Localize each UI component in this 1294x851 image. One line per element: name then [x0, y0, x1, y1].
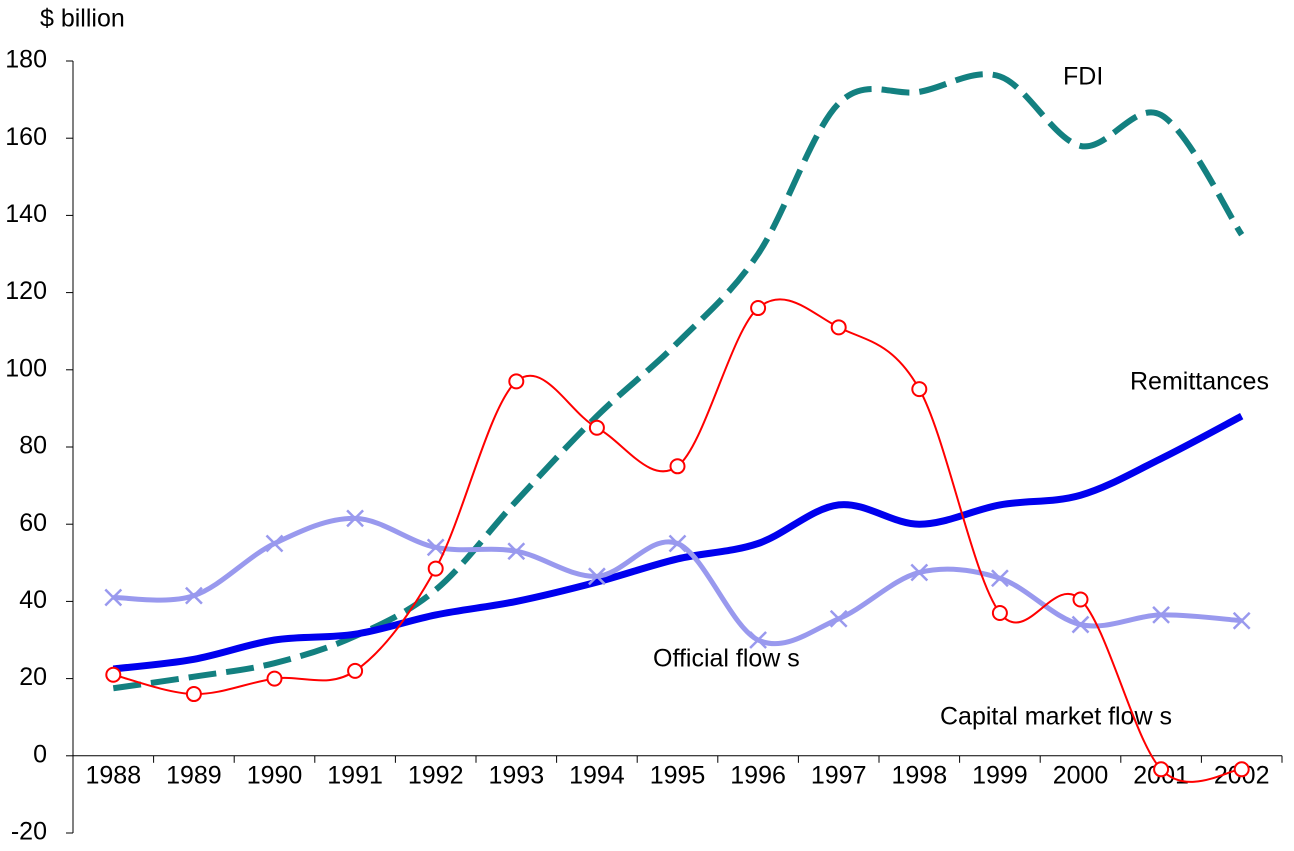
x-tick-label: 1988 [85, 761, 141, 789]
point [829, 609, 848, 628]
y-tick-label: -20 [11, 818, 47, 846]
x-tick-label: 1990 [247, 761, 303, 789]
series-line [112, 71, 1245, 692]
point [588, 567, 606, 586]
x-tick-label: 1993 [488, 761, 544, 789]
series-label: Official flow s [653, 645, 800, 673]
x-tick-label: 1991 [327, 761, 383, 789]
series-label: FDI [1063, 63, 1103, 91]
point [1072, 591, 1089, 608]
point [185, 686, 202, 703]
point [1152, 606, 1170, 624]
y-tick-label: 100 [5, 354, 47, 382]
series-label: Remittances [1130, 368, 1269, 396]
point [1232, 611, 1251, 630]
point [105, 666, 122, 683]
series-line [113, 298, 1242, 783]
y-tick-label: 120 [5, 277, 47, 305]
point [830, 319, 847, 336]
point [668, 534, 687, 553]
x-tick-label: 2000 [1053, 761, 1109, 789]
point [266, 670, 283, 687]
point [910, 563, 929, 582]
x-tick-label: 1992 [408, 761, 464, 789]
point [750, 300, 767, 317]
y-tick-label: 140 [5, 200, 47, 228]
point [749, 631, 767, 649]
point [104, 588, 123, 607]
x-tick-label: 1995 [650, 761, 706, 789]
point [588, 419, 605, 436]
y-tick-label: 80 [19, 432, 47, 460]
y-tick-label: 60 [19, 509, 47, 537]
point [669, 458, 686, 475]
point [911, 381, 928, 398]
point [427, 560, 444, 577]
point [1153, 761, 1170, 778]
point [346, 509, 364, 528]
x-tick-label: 1994 [569, 761, 625, 789]
point [1071, 615, 1090, 634]
x-tick-label: 1989 [166, 761, 222, 789]
point [347, 662, 364, 679]
x-tick-label: 1996 [730, 761, 786, 789]
y-tick-label: 20 [19, 663, 47, 691]
x-tick-label: 1999 [972, 761, 1028, 789]
series-line [112, 413, 1244, 673]
y-tick-label: 180 [5, 46, 47, 74]
y-tick-label: 160 [5, 123, 47, 151]
x-tick-label: 1997 [811, 761, 867, 789]
y-axis-label: $ billion [40, 5, 125, 33]
point [508, 373, 525, 390]
y-tick-label: 40 [19, 586, 47, 614]
y-tick-label: 0 [33, 740, 47, 768]
point [1233, 761, 1250, 778]
point [185, 586, 203, 605]
x-tick-label: 1998 [891, 761, 947, 789]
point [507, 542, 526, 561]
point [426, 538, 445, 557]
point [991, 604, 1008, 621]
point [991, 569, 1009, 588]
point [265, 534, 284, 553]
